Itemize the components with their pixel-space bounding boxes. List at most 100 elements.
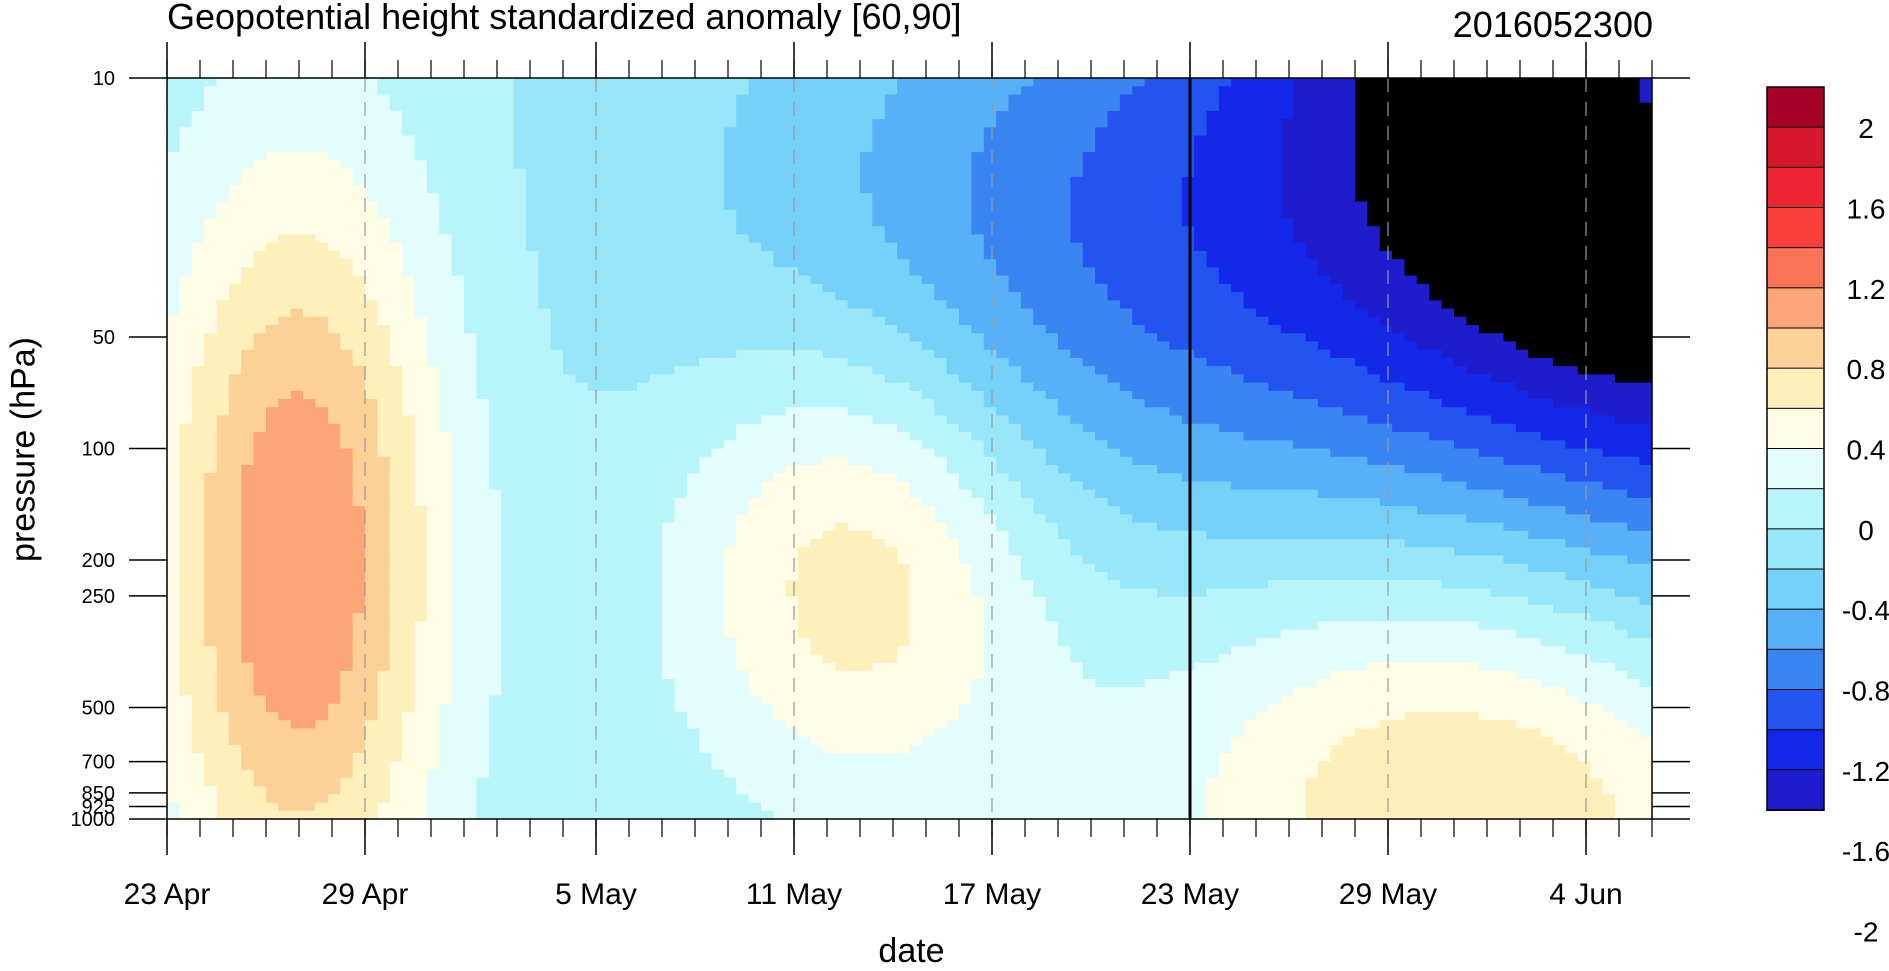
contour-cell [711, 637, 725, 647]
contour-cell [822, 670, 836, 680]
contour-cell [835, 456, 849, 466]
contour-cell [377, 646, 391, 655]
contour-cell [525, 267, 539, 277]
contour-cell [278, 259, 292, 268]
contour-cell [822, 744, 836, 754]
contour-cell [847, 160, 861, 170]
contour-cell [624, 810, 638, 819]
contour-cell [748, 357, 762, 367]
contour-cell [191, 621, 205, 631]
contour-cell [785, 654, 799, 664]
contour-cell [662, 670, 675, 680]
contour-cell [600, 679, 614, 688]
contour-cell [365, 357, 378, 367]
contour-cell [464, 563, 477, 573]
contour-cell [563, 349, 576, 359]
contour-cell [835, 555, 849, 565]
contour-cell [785, 506, 799, 515]
contour-cell [835, 201, 849, 211]
contour-cell [513, 448, 527, 458]
contour-cell [327, 769, 341, 779]
contour-cell [674, 637, 688, 647]
contour-cell [723, 423, 737, 433]
contour-cell [699, 250, 713, 260]
contour-cell [303, 703, 317, 713]
contour-cell [501, 786, 515, 795]
contour-cell [798, 283, 812, 293]
contour-cell [835, 810, 849, 819]
contour-cell [748, 267, 762, 277]
contour-cell [612, 563, 626, 573]
contour-cell [624, 349, 638, 359]
contour-cell [451, 300, 465, 310]
contour-cell [822, 489, 836, 499]
contour-cell [600, 143, 614, 153]
contour-cell [513, 588, 527, 598]
contour-cell [501, 390, 515, 400]
contour-cell [525, 325, 539, 334]
contour-cell [761, 473, 774, 483]
contour-cell [241, 440, 255, 450]
contour-cell [563, 555, 576, 565]
contour-cell [377, 753, 391, 762]
contour-cell [723, 711, 737, 721]
contour-cell [352, 588, 366, 598]
contour-cell [402, 86, 416, 96]
contour-cell [600, 341, 614, 351]
contour-cell [303, 135, 317, 145]
contour-cell [538, 341, 552, 351]
contour-cell [810, 78, 824, 87]
contour-cell [167, 473, 180, 483]
contour-cell [798, 646, 812, 655]
contour-cell [501, 456, 515, 466]
contour-cell [340, 341, 354, 351]
contour-cell [736, 333, 750, 343]
contour-cell [253, 530, 267, 540]
contour-cell [637, 399, 651, 408]
contour-cell [736, 382, 750, 392]
contour-cell [501, 547, 515, 557]
contour-cell [513, 292, 527, 301]
contour-cell [501, 497, 515, 507]
contour-cell [525, 637, 539, 647]
contour-cell [377, 810, 391, 819]
contour-cell [637, 736, 651, 746]
contour-cell [550, 769, 564, 779]
contour-cell [167, 481, 180, 491]
contour-cell [723, 777, 737, 787]
contour-cell [228, 399, 242, 408]
contour-cell [525, 160, 539, 170]
contour-cell [723, 110, 737, 120]
contour-cell [167, 325, 180, 334]
contour-cell [253, 390, 267, 400]
contour-cell [550, 102, 564, 112]
contour-cell [525, 736, 539, 746]
contour-cell [278, 662, 292, 672]
contour-cell [686, 283, 700, 293]
contour-cell [315, 563, 329, 573]
contour-cell [600, 432, 614, 441]
contour-cell [662, 423, 675, 433]
contour-cell [266, 168, 279, 178]
contour-cell [167, 777, 180, 787]
contour-cell [798, 308, 812, 318]
contour-cell [402, 637, 416, 647]
contour-cell [266, 489, 279, 499]
contour-cell [563, 489, 576, 499]
contour-cell [513, 761, 527, 771]
contour-cell [501, 78, 515, 87]
contour-cell [810, 646, 824, 655]
contour-cell [278, 399, 292, 408]
contour-cell [303, 810, 317, 819]
contour-cell [600, 209, 614, 219]
contour-cell [686, 473, 700, 483]
contour-cell [290, 143, 304, 153]
contour-cell [736, 119, 750, 128]
contour-cell [649, 580, 663, 590]
contour-cell [773, 407, 787, 417]
contour-cell [550, 473, 564, 483]
contour-cell [612, 300, 626, 310]
contour-cell [464, 432, 477, 441]
contour-cell [488, 810, 502, 819]
contour-cell [278, 670, 292, 680]
